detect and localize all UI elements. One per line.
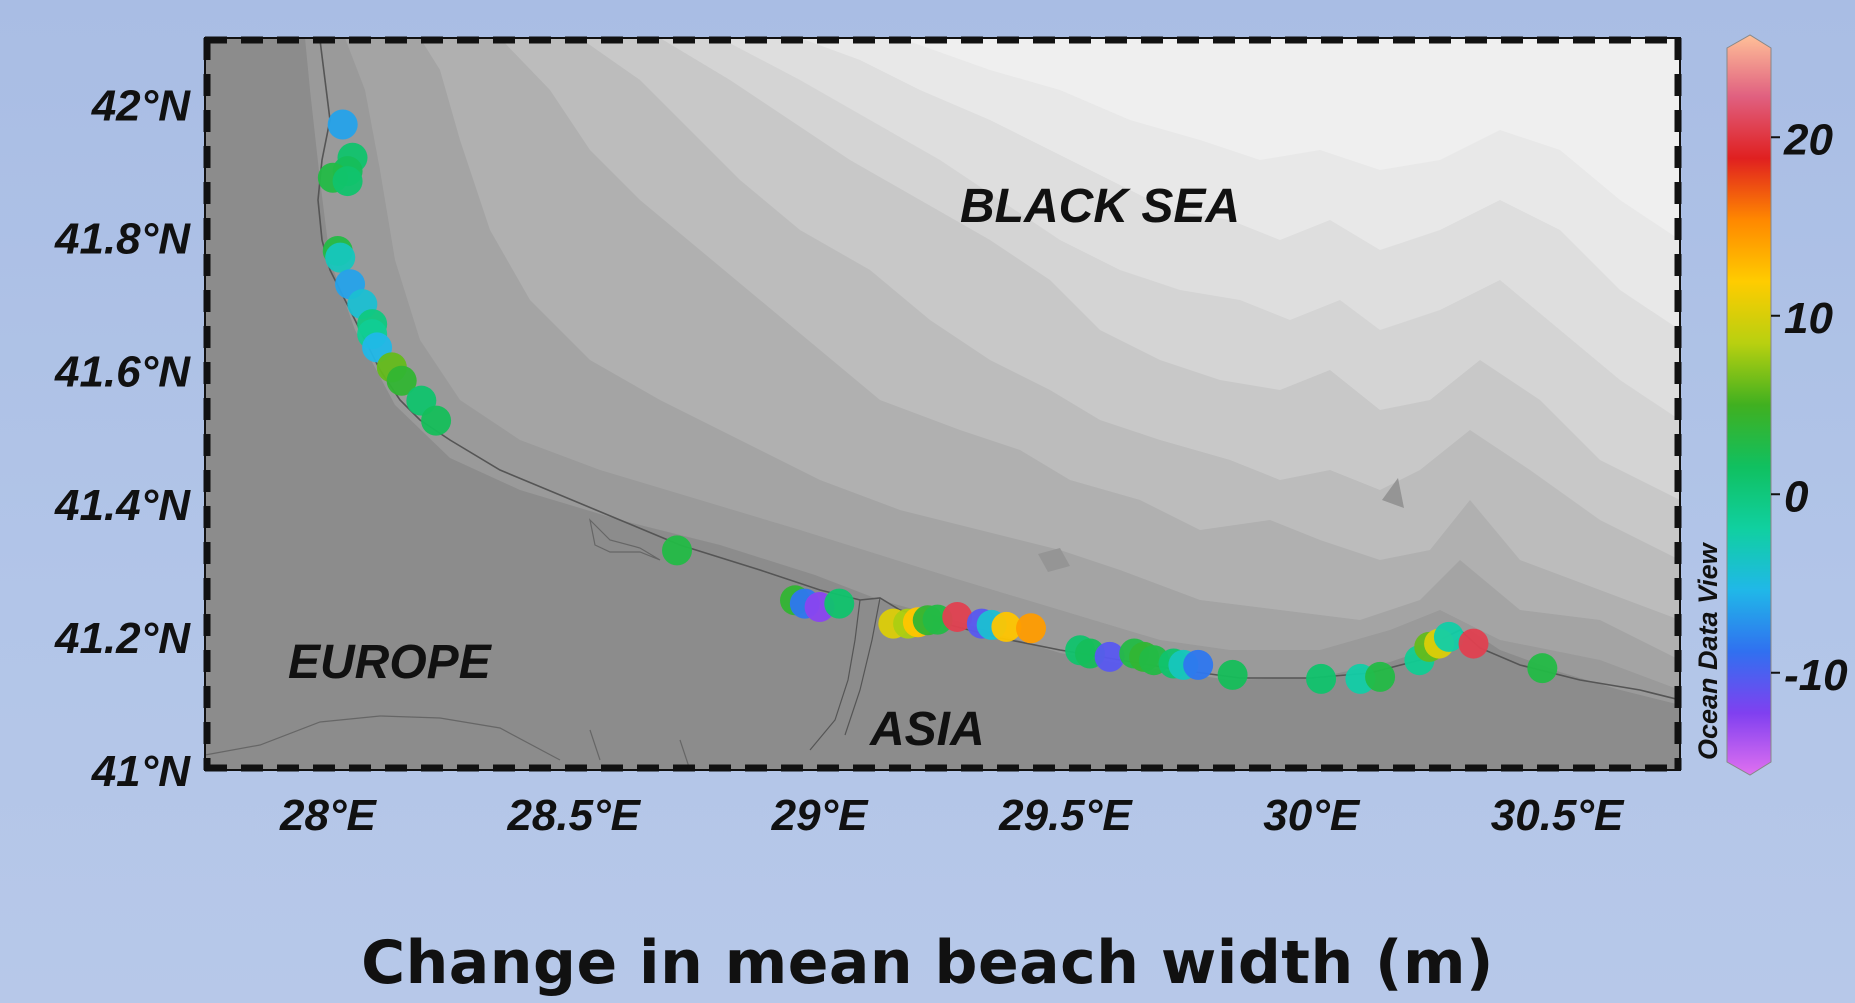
longitude-tick-label: 30.5°E — [1491, 791, 1625, 840]
beach-width-point — [1094, 641, 1125, 672]
longitude-tick-label: 30°E — [1263, 791, 1361, 840]
colorbar-ticks: 20 10 0 -10 — [1771, 115, 1848, 700]
asia-label: ASIA — [869, 703, 985, 756]
figure-caption: Change in mean beach width (m) — [361, 928, 1494, 998]
beach-width-point — [1306, 663, 1337, 694]
beach-width-point — [327, 109, 358, 140]
colorbar: 20 10 0 -10 Ocean Data View — [1693, 34, 1848, 776]
colorbar-tick-label: 10 — [1784, 294, 1833, 343]
beach-width-point — [1183, 649, 1214, 680]
beach-width-point — [386, 365, 417, 396]
beach-width-point — [1217, 659, 1248, 690]
longitude-tick-label: 28.5°E — [506, 791, 641, 840]
colorbar-gradient — [1726, 34, 1772, 776]
shoal-feature-2 — [1382, 478, 1404, 508]
sea-depth-8 — [900, 38, 1680, 240]
colorbar-tick-label: 20 — [1783, 115, 1833, 164]
longitude-tick-label: 29.5°E — [998, 791, 1133, 840]
map-frame — [205, 38, 1680, 770]
beach-width-point — [1016, 613, 1046, 644]
sea-label: BLACK SEA — [960, 180, 1240, 233]
colorbar-title: Ocean Data View — [1693, 541, 1723, 760]
beach-width-point — [1458, 628, 1489, 659]
beach-width-point — [942, 601, 973, 632]
map-border — [203, 36, 1682, 772]
longitude-axis: 28°E 28.5°E 29°E 29.5°E 30°E 30.5°E — [279, 791, 1625, 840]
beach-width-point — [991, 611, 1022, 642]
latitude-tick-label: 41.8°N — [54, 215, 191, 264]
latitude-axis: 42°N 41.8°N 41.6°N 41.4°N 41.2°N 41°N — [54, 82, 191, 796]
latitude-tick-label: 41.2°N — [54, 614, 191, 663]
colorbar-tick-label: 0 — [1784, 472, 1809, 521]
beach-width-point — [662, 535, 692, 566]
longitude-tick-label: 29°E — [771, 791, 870, 840]
latitude-tick-label: 41.6°N — [54, 348, 191, 397]
beach-width-points — [317, 109, 1558, 694]
inland-lake — [589, 518, 661, 561]
beach-width-point — [332, 166, 363, 197]
beach-width-point — [1527, 653, 1558, 684]
shoal-feature — [1038, 548, 1070, 572]
beach-width-point — [325, 242, 356, 273]
beach-width-point — [1433, 621, 1464, 652]
bosphorus — [809, 597, 881, 751]
europe-label: EUROPE — [288, 636, 493, 689]
beach-width-point — [824, 588, 855, 619]
latitude-tick-label: 42°N — [91, 82, 192, 131]
latitude-tick-label: 41°N — [91, 747, 192, 796]
latitude-tick-label: 41.4°N — [54, 481, 191, 530]
beach-width-point — [421, 405, 452, 436]
colorbar-tick-label: -10 — [1784, 651, 1848, 700]
beach-width-point — [1365, 661, 1396, 692]
longitude-tick-label: 28°E — [279, 791, 378, 840]
